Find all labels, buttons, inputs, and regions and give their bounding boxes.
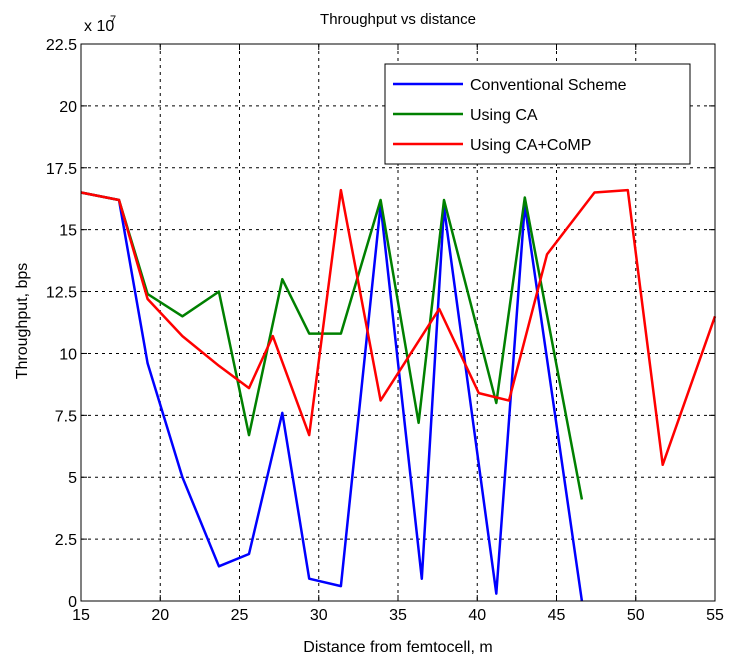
x-tick-label: 25 [231,607,249,624]
y-tick-label: 17.5 [46,161,77,178]
y-tick-label: 5 [68,470,77,487]
x-tick-label: 30 [310,607,328,624]
legend-label-3: Using CA+CoMP [470,137,591,154]
x-tick-label: 20 [151,607,169,624]
y-multiplier-label: x 10 [84,18,114,35]
legend-label-1: Conventional Scheme [470,77,627,94]
x-tick-label: 35 [389,607,407,624]
series-lines [80,188,717,602]
legend: Conventional Scheme Using CA Using CA+CoMP [384,63,691,165]
axis-ticks [80,43,716,602]
y-tick-label: 12.5 [46,285,77,302]
x-tick-label: 40 [468,607,486,624]
series-line-3 [80,188,717,467]
x-tick-label: 45 [548,607,566,624]
series-line-1 [80,191,584,602]
y-tick-label: 0 [68,594,77,611]
x-tick-label: 15 [72,607,90,624]
x-axis-label: Distance from femtocell, m [303,639,492,656]
y-tick-label: 22.5 [46,37,77,54]
series-line-2 [80,191,584,500]
y-tick-label: 7.5 [55,408,77,425]
y-tick-label: 15 [59,223,77,240]
legend-label-2: Using CA [470,107,538,124]
x-tick-label: 50 [627,607,645,624]
y-tick-label: 2.5 [55,532,77,549]
axis-tick-labels: 15 20 25 30 35 40 45 50 55 0 2.5 5 7.5 10 12.5 15 17.5 20… [46,37,724,624]
y-tick-label: 20 [59,99,77,116]
chart-title: Throughput vs distance [320,11,476,28]
y-multiplier-exponent: 7 [110,14,116,26]
y-tick-label: 10 [59,346,77,363]
y-axis-label: Throughput, bps [14,263,31,380]
x-tick-label: 55 [706,607,724,624]
